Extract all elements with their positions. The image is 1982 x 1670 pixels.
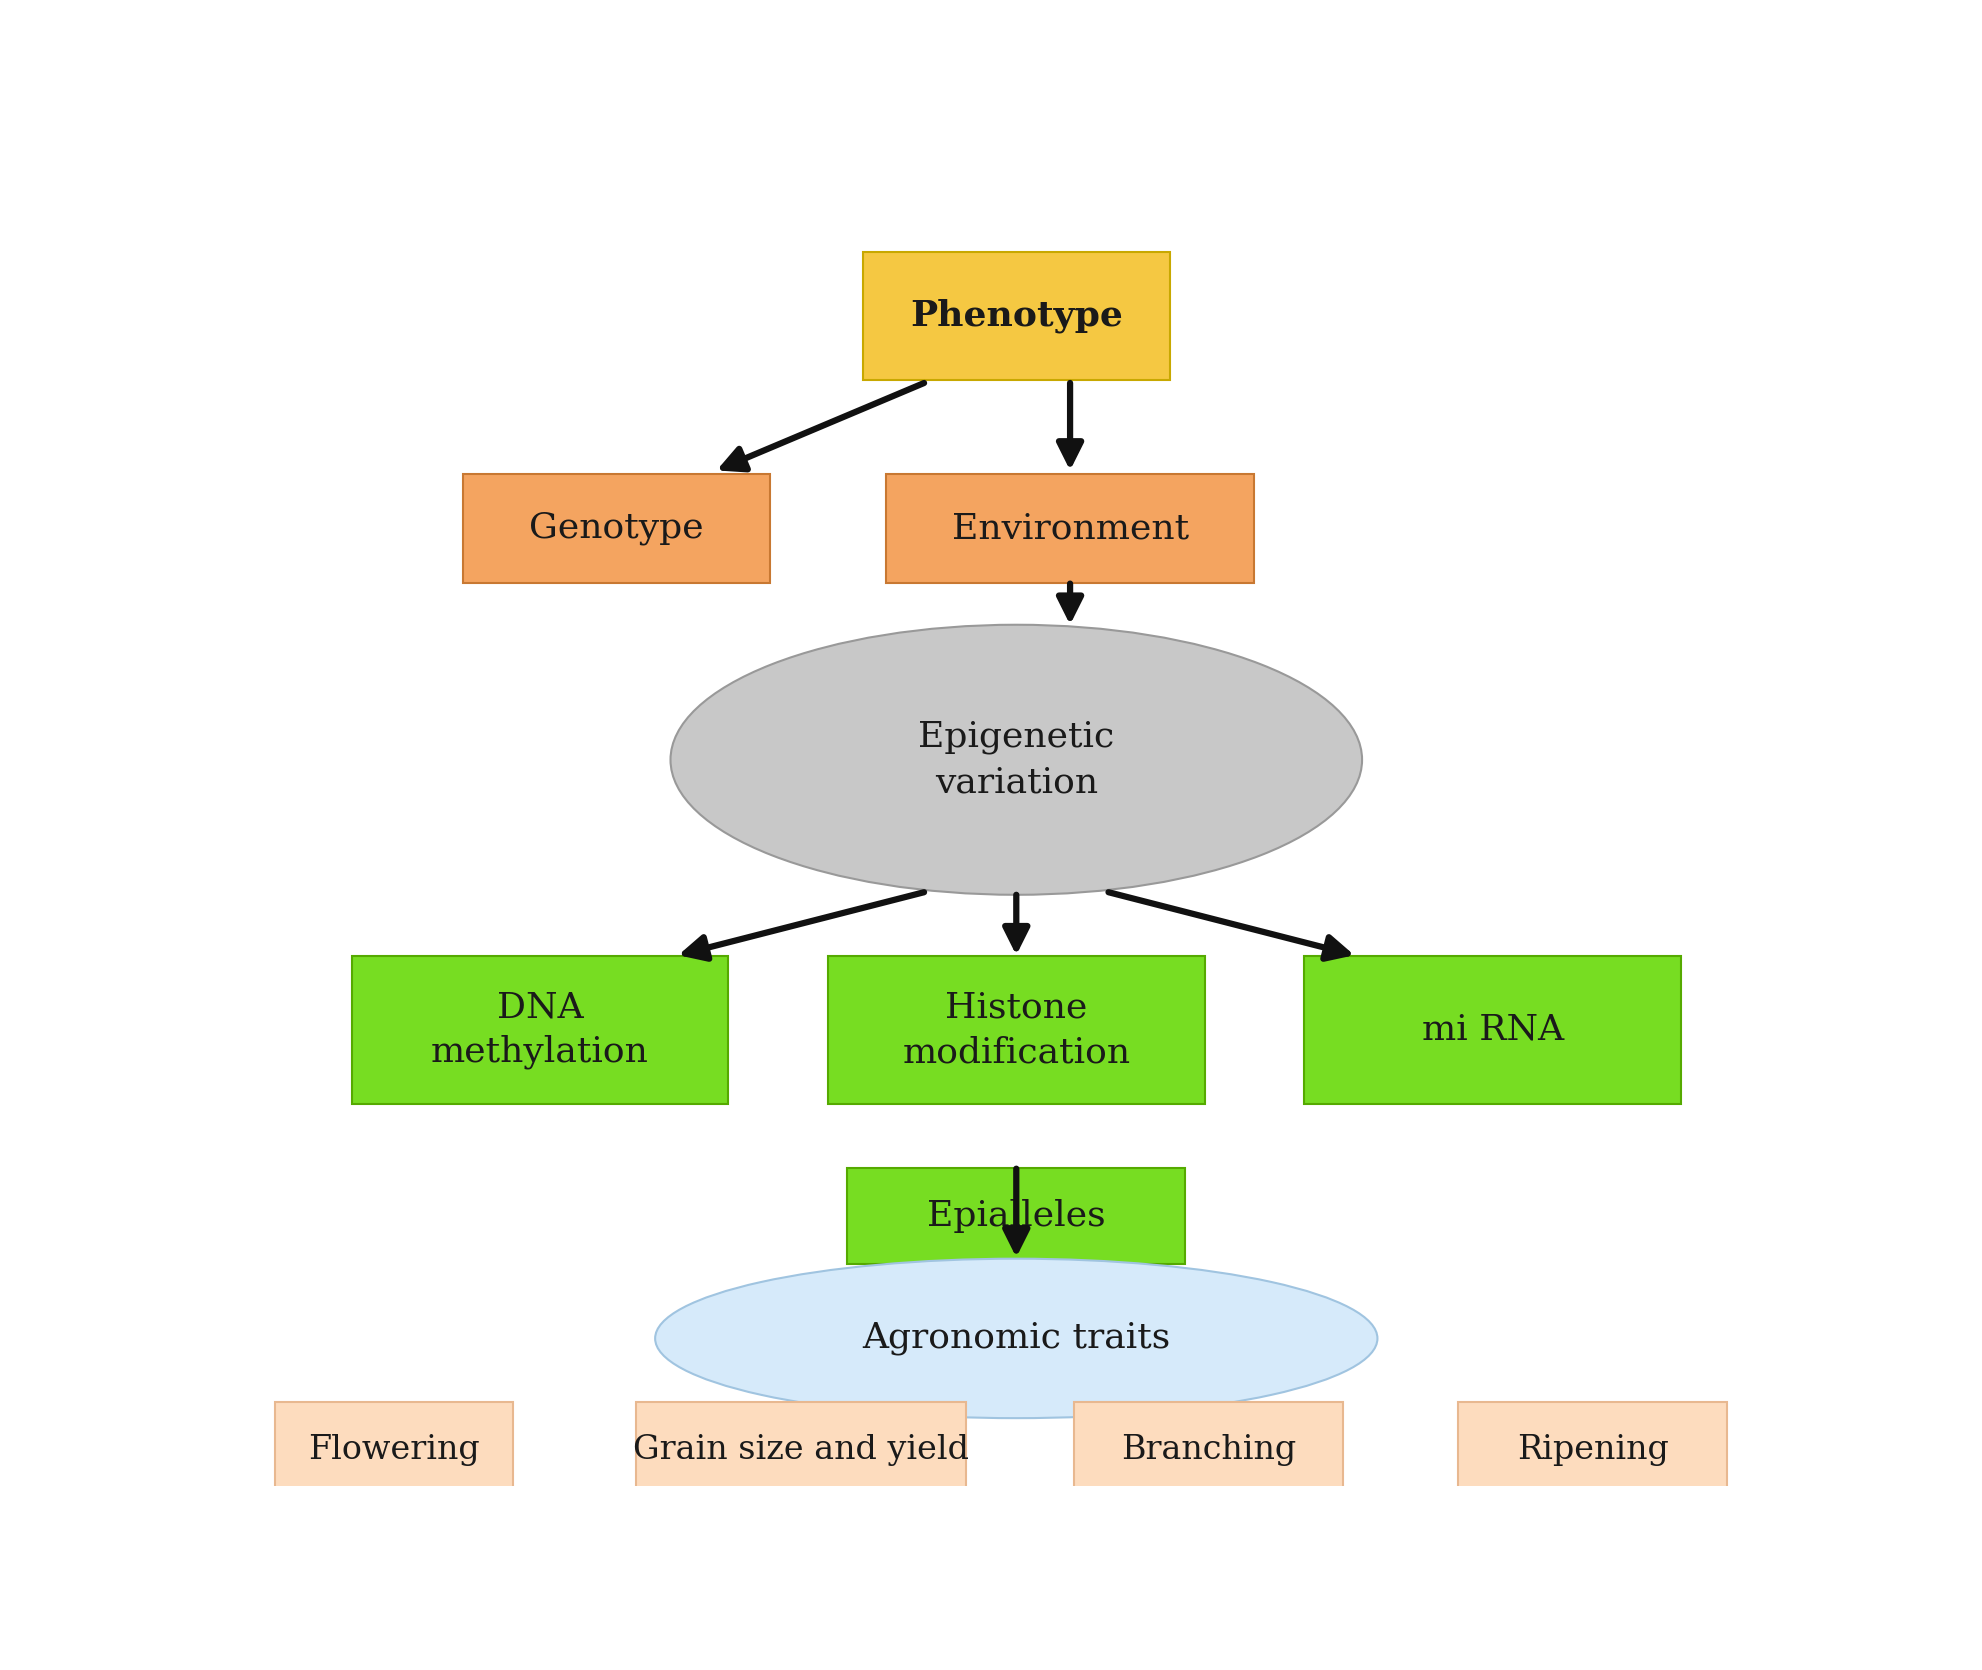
FancyBboxPatch shape xyxy=(636,1403,965,1498)
Text: Genotype: Genotype xyxy=(529,511,704,546)
Text: Branching: Branching xyxy=(1120,1435,1296,1466)
Ellipse shape xyxy=(654,1259,1377,1418)
FancyBboxPatch shape xyxy=(828,955,1203,1104)
Text: Histone
modification: Histone modification xyxy=(902,990,1130,1069)
FancyBboxPatch shape xyxy=(886,474,1255,583)
Text: mi RNA: mi RNA xyxy=(1421,1012,1564,1047)
Ellipse shape xyxy=(670,625,1362,895)
Text: Agronomic traits: Agronomic traits xyxy=(862,1321,1169,1356)
Text: Environment: Environment xyxy=(951,511,1187,546)
Text: Epialleles: Epialleles xyxy=(926,1199,1106,1232)
FancyBboxPatch shape xyxy=(351,955,727,1104)
Text: Ripening: Ripening xyxy=(1516,1435,1667,1466)
Text: DNA
methylation: DNA methylation xyxy=(430,990,648,1069)
Text: Flowering: Flowering xyxy=(307,1435,480,1466)
Text: Grain size and yield: Grain size and yield xyxy=(632,1435,969,1466)
FancyBboxPatch shape xyxy=(275,1403,513,1498)
Text: Epigenetic
variation: Epigenetic variation xyxy=(918,720,1114,800)
FancyBboxPatch shape xyxy=(862,252,1169,381)
FancyBboxPatch shape xyxy=(1304,955,1681,1104)
FancyBboxPatch shape xyxy=(464,474,769,583)
Text: Phenotype: Phenotype xyxy=(910,299,1122,334)
FancyBboxPatch shape xyxy=(846,1167,1185,1264)
FancyBboxPatch shape xyxy=(1457,1403,1726,1498)
FancyBboxPatch shape xyxy=(1074,1403,1342,1498)
